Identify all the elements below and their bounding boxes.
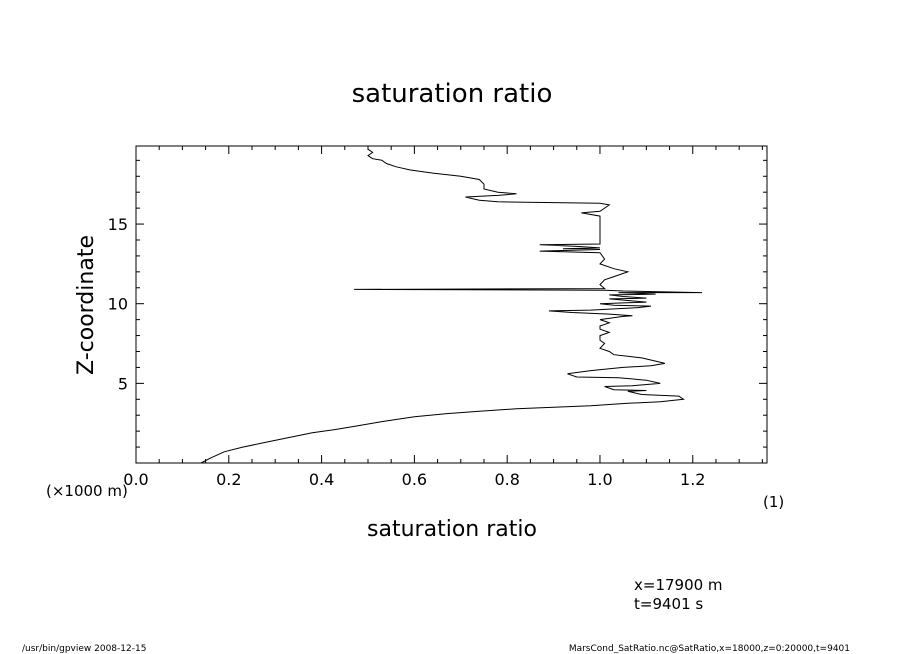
x-tick-label: 0.4: [309, 470, 334, 489]
y-tick-label: 10: [108, 295, 128, 314]
position-t-annotation: t=9401 s: [634, 595, 703, 613]
y-tick-label: 5: [118, 374, 128, 393]
x-unit-label: (1): [763, 493, 784, 511]
x-tick-labels: 0.0 0.2 0.4 0.6 0.8 1.0 1.2: [123, 470, 705, 489]
axis-ticks: [135, 146, 767, 464]
x-tick-label: 0.6: [402, 470, 427, 489]
x-tick-label: 0.2: [216, 470, 241, 489]
x-tick-label: 1.0: [587, 470, 612, 489]
x-tick-label: 1.2: [680, 470, 705, 489]
x-axis-title: saturation ratio: [367, 517, 537, 542]
y-tick-labels: 5 10 15: [108, 215, 128, 393]
chart-title: saturation ratio: [352, 79, 553, 109]
x-tick-label: 0.8: [494, 470, 519, 489]
y-unit-label: (×1000 m): [46, 482, 128, 500]
position-x-annotation: x=17900 m: [634, 576, 723, 594]
saturation-ratio-profile-line: [200, 148, 703, 464]
x-tick-label: 0.0: [123, 470, 148, 489]
footer-right: MarsCond_SatRatio.nc@SatRatio,x=18000,z=…: [569, 644, 850, 654]
y-tick-label: 15: [108, 215, 128, 234]
footer-left: /usr/bin/gpview 2008-12-15: [22, 644, 146, 654]
y-axis-title: Z-coordinate: [74, 235, 99, 375]
plot-frame: [135, 145, 768, 464]
